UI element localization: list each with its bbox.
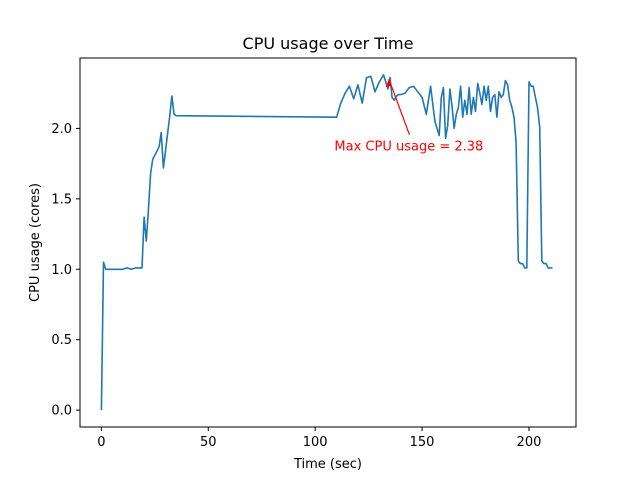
x-tick-label: 50 (200, 435, 217, 450)
annotation-layer: Max CPU usage = 2.38 (334, 78, 483, 155)
x-tick-label: 200 (517, 435, 542, 450)
y-tick-label: 1.5 (51, 192, 72, 207)
x-tick-label: 100 (303, 435, 328, 450)
plot-area (80, 58, 576, 427)
y-tick-label: 2.0 (51, 122, 72, 137)
x-tick-label: 150 (410, 435, 435, 450)
y-tick-label: 1.0 (51, 263, 72, 278)
y-axis-label: CPU usage (cores) (28, 183, 43, 302)
y-tick-label: 0.5 (51, 333, 72, 348)
cpu-usage-series-line (100, 74, 553, 411)
x-axis-label: Time (sec) (293, 457, 362, 472)
y-tick-label: 0.0 (51, 404, 72, 419)
y-axis-ticks: 0.0 0.5 1.0 1.5 2.0 (51, 122, 80, 419)
x-tick-label: 0 (97, 435, 105, 450)
chart-title: CPU usage over Time (243, 34, 414, 53)
annotation-arrow (388, 78, 410, 135)
series-layer (100, 74, 553, 411)
x-axis-ticks: 0 50 100 150 200 (97, 427, 541, 450)
annotation-arrowhead (385, 78, 392, 87)
axes-frame (79, 57, 577, 428)
max-cpu-annotation-label: Max CPU usage = 2.38 (334, 140, 483, 155)
